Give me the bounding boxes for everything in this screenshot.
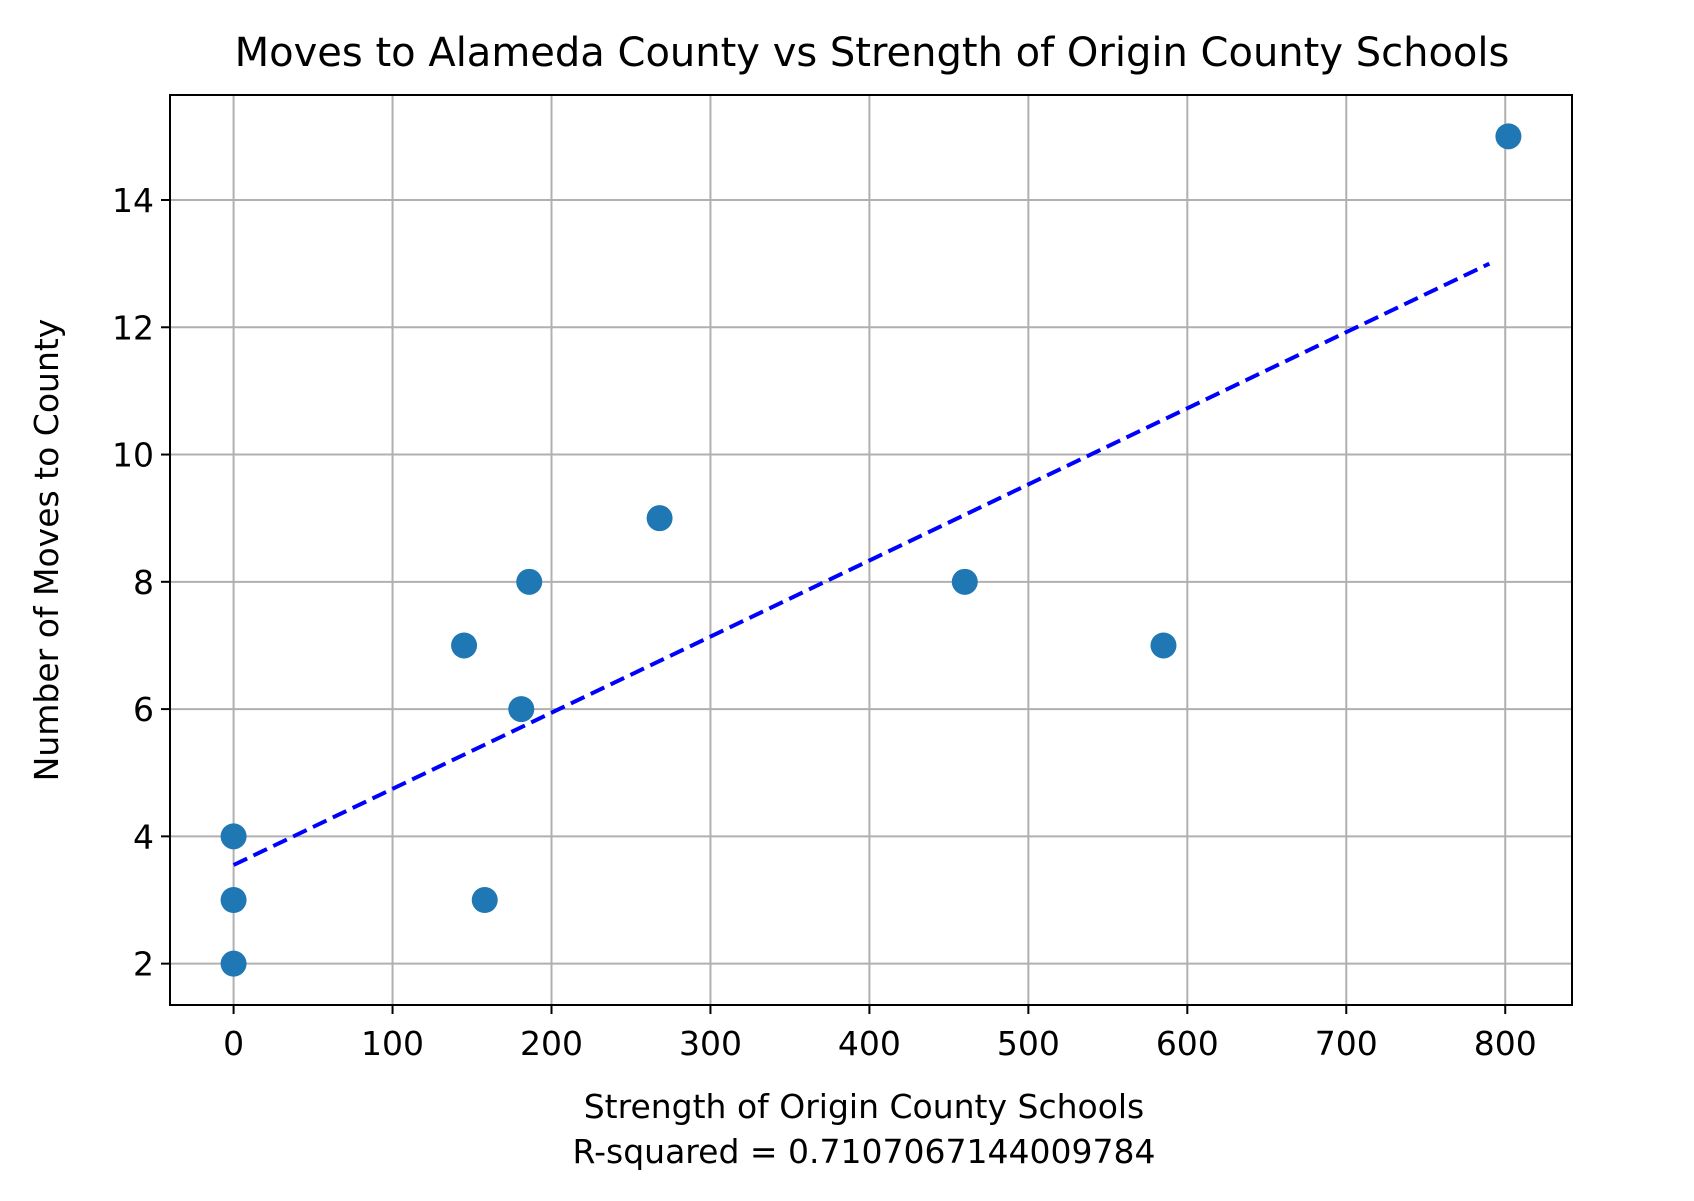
scatter-point <box>1495 123 1522 150</box>
chart-title: Moves to Alameda County vs Strength of O… <box>235 30 1510 76</box>
x-tick-label: 600 <box>1156 1024 1219 1063</box>
y-tick-label: 8 <box>133 563 154 602</box>
x-tick-label: 0 <box>223 1024 244 1063</box>
scatter-point <box>1150 632 1177 659</box>
grid <box>170 95 1572 1005</box>
scatter-point <box>646 505 673 532</box>
scatter-point <box>220 950 247 977</box>
scatter-point <box>951 568 978 595</box>
y-tick-label: 4 <box>133 817 154 856</box>
y-tick-label: 12 <box>112 308 154 347</box>
x-tick-label: 500 <box>997 1024 1060 1063</box>
trendline <box>232 261 1491 867</box>
scatter-point <box>508 696 535 723</box>
x-tick-label: 200 <box>520 1024 583 1063</box>
x-tick-label: 100 <box>361 1024 424 1063</box>
scatter-point <box>516 568 543 595</box>
y-axis-ticks: 2 4 6 8 10 12 14 <box>112 181 170 984</box>
scatter-point <box>471 887 498 913</box>
y-tick-label: 6 <box>133 690 154 729</box>
x-tick-label: 700 <box>1315 1024 1378 1063</box>
scatter-point <box>220 823 247 850</box>
x-axis-ticks: 0 100 200 300 400 500 600 700 800 <box>223 1005 1537 1063</box>
scatter-point <box>220 887 247 913</box>
plot-frame <box>169 94 1573 1006</box>
x-axis-sublabel: R-squared = 0.7107067144009784 <box>573 1132 1156 1171</box>
x-tick-label: 300 <box>679 1024 742 1063</box>
points-layer <box>220 123 1522 977</box>
y-tick-label: 10 <box>112 436 154 475</box>
y-tick-label: 14 <box>112 181 154 220</box>
x-axis-label: Strength of Origin County Schools <box>584 1087 1145 1126</box>
x-tick-label: 400 <box>838 1024 901 1063</box>
trendline-layer <box>232 261 1491 867</box>
scatter-point <box>451 632 478 659</box>
x-tick-label: 800 <box>1474 1024 1537 1063</box>
y-axis-label: Number of Moves to County <box>27 319 66 782</box>
y-tick-label: 2 <box>133 945 154 984</box>
